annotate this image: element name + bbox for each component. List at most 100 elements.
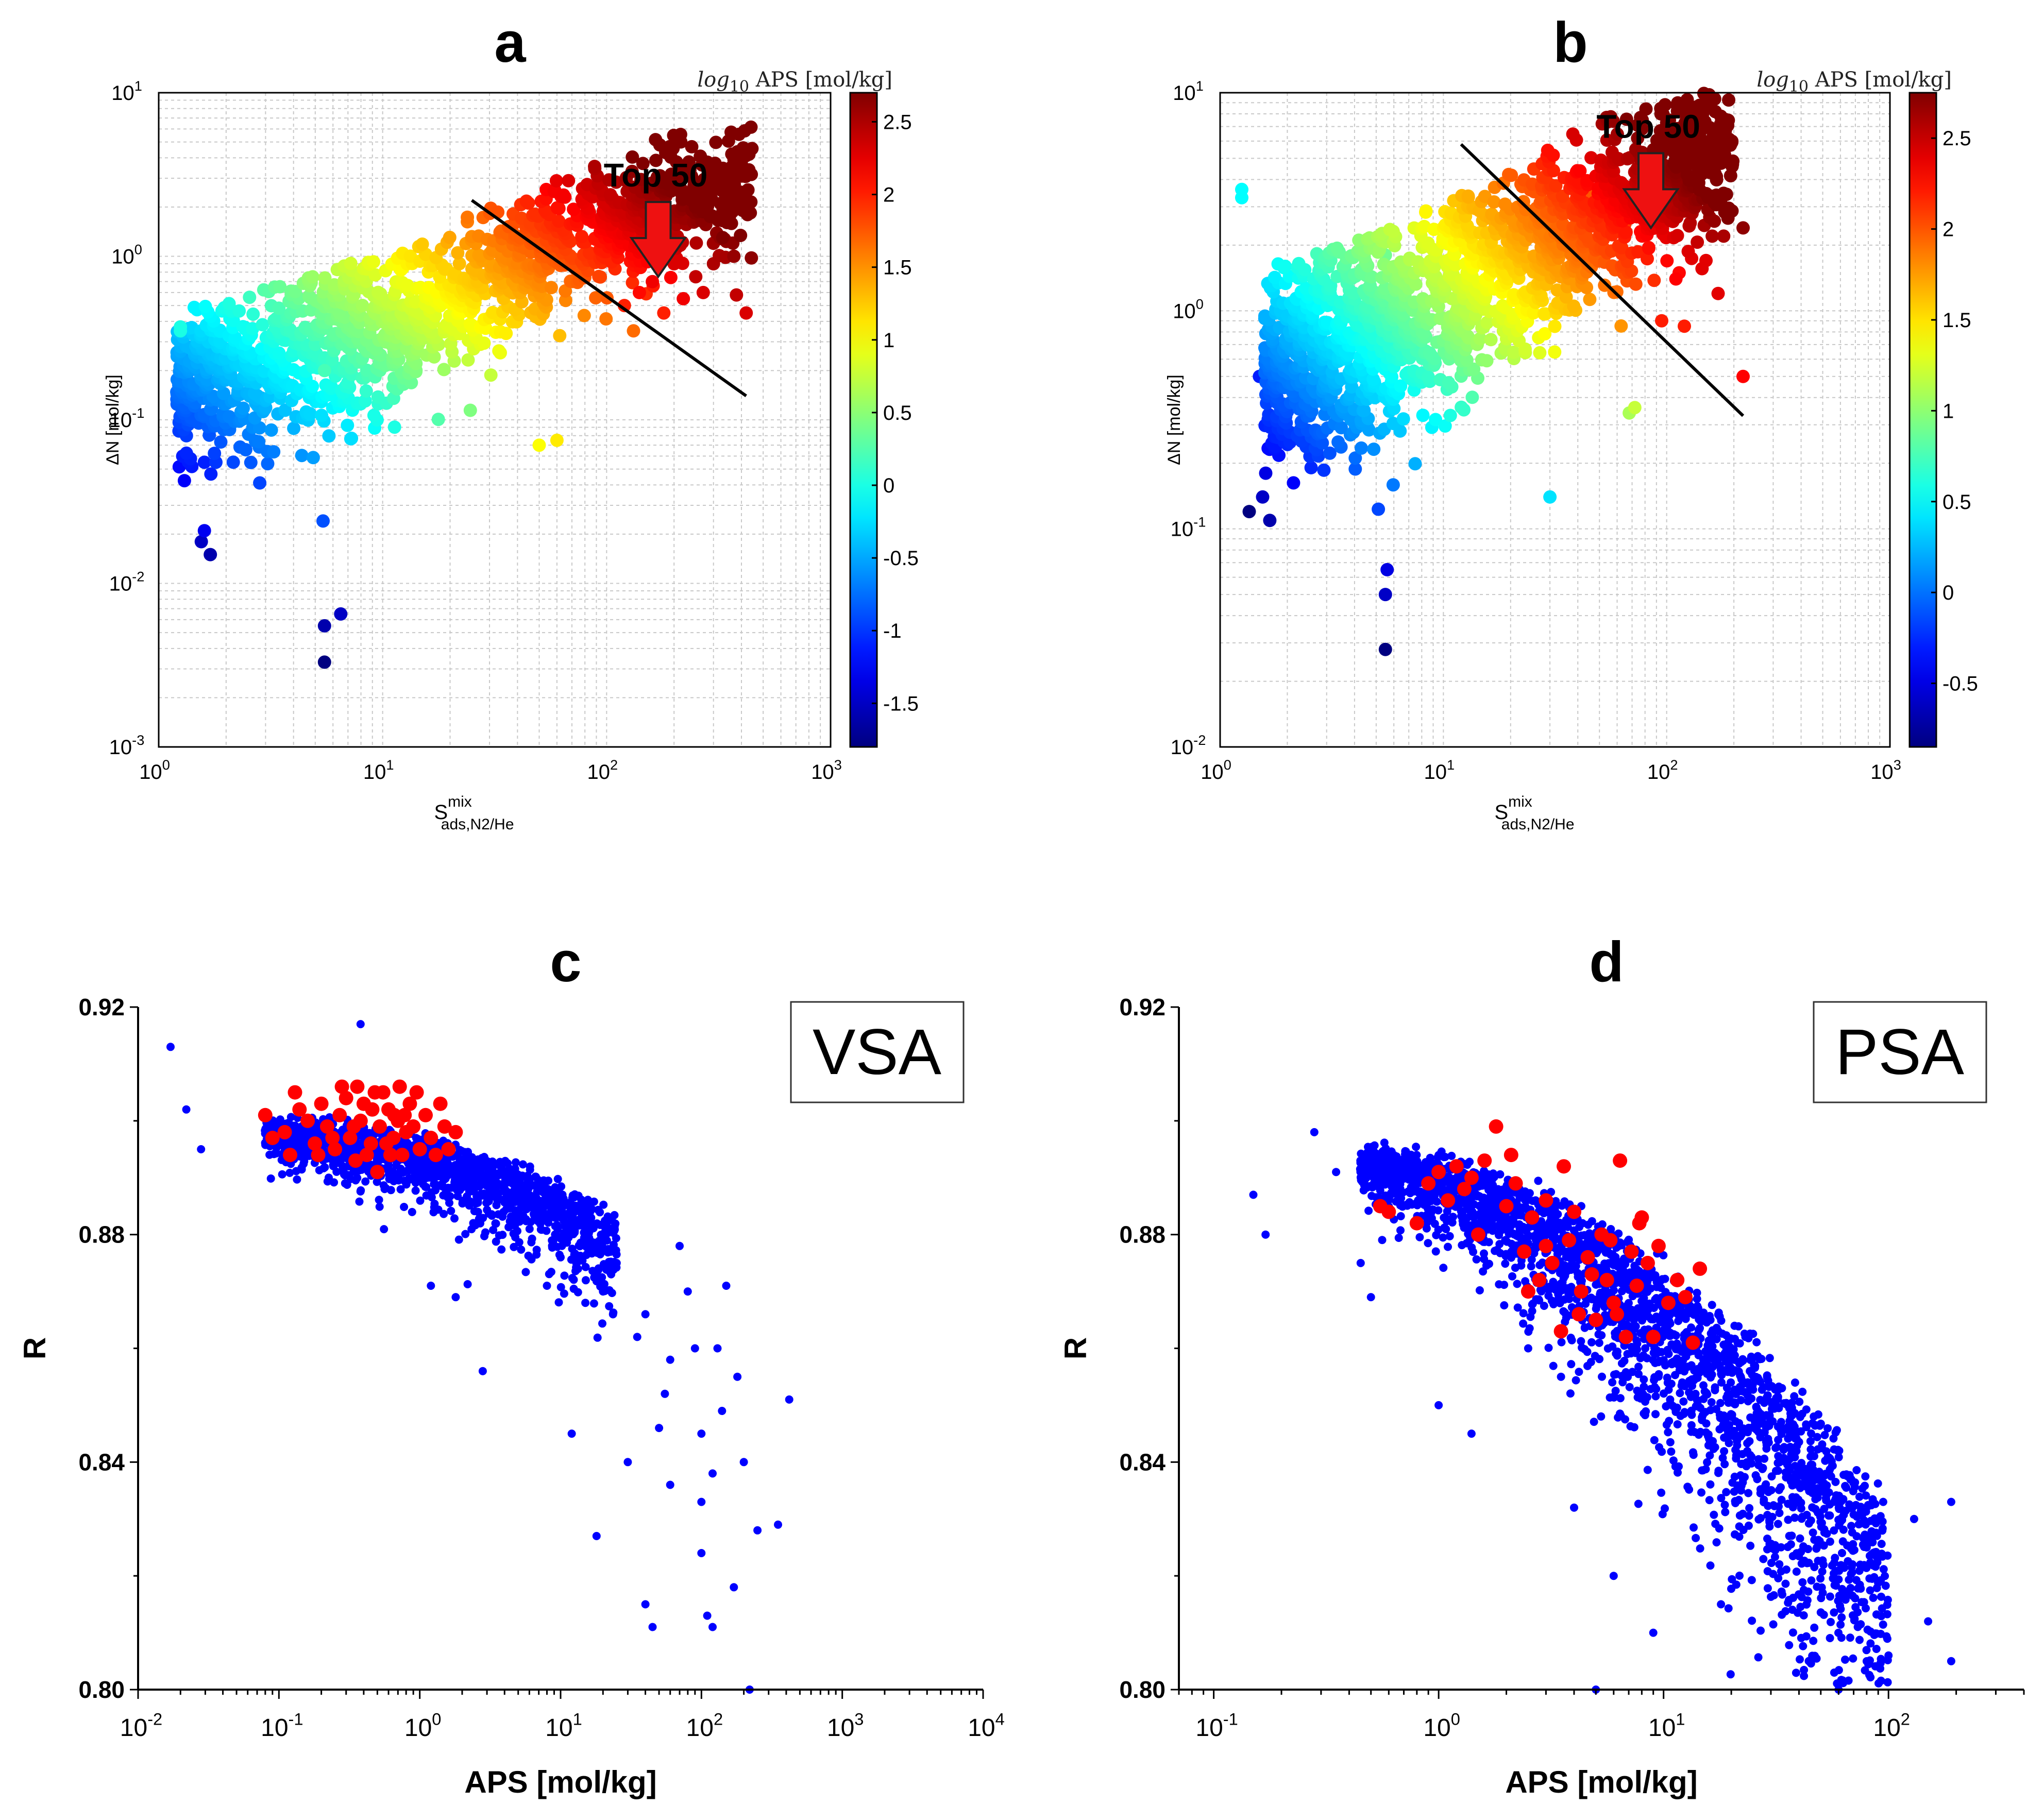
data-point bbox=[1355, 441, 1368, 455]
data-point bbox=[417, 1174, 426, 1183]
data-point bbox=[589, 291, 603, 305]
data-point bbox=[1566, 127, 1580, 141]
y-tick-base: 10 bbox=[1171, 518, 1194, 541]
data-point bbox=[299, 1133, 308, 1142]
data-point bbox=[272, 346, 286, 360]
data-point bbox=[317, 619, 331, 633]
data-point bbox=[561, 1199, 570, 1207]
y-tick-exp: 1 bbox=[1196, 78, 1204, 94]
data-point bbox=[689, 236, 703, 250]
data-point bbox=[559, 294, 572, 308]
data-point bbox=[568, 1191, 577, 1200]
data-point bbox=[1263, 514, 1277, 527]
data-point bbox=[1546, 148, 1560, 162]
data-point bbox=[527, 1238, 536, 1247]
data-point bbox=[544, 281, 558, 295]
data-point bbox=[774, 1520, 782, 1529]
data-point bbox=[394, 1176, 403, 1185]
data-point bbox=[293, 1175, 301, 1184]
data-point bbox=[785, 1395, 793, 1404]
data-point bbox=[610, 1211, 619, 1219]
data-point bbox=[422, 1183, 431, 1191]
x-tick-exp: 1 bbox=[386, 757, 394, 773]
data-point bbox=[664, 270, 678, 284]
data-point bbox=[523, 1171, 532, 1180]
data-point bbox=[471, 1221, 480, 1230]
data-point bbox=[492, 1173, 500, 1182]
data-point bbox=[317, 655, 331, 669]
data-point bbox=[1461, 189, 1475, 203]
data-point bbox=[367, 255, 380, 269]
data-point bbox=[1736, 369, 1750, 383]
data-point bbox=[1487, 195, 1501, 209]
data-point bbox=[1583, 293, 1597, 306]
data-point bbox=[550, 433, 564, 447]
data-point bbox=[745, 142, 759, 156]
data-point bbox=[451, 1293, 460, 1302]
data-point bbox=[685, 140, 699, 154]
data-point bbox=[562, 174, 576, 188]
data-point bbox=[627, 324, 640, 338]
data-point bbox=[272, 301, 286, 315]
data-point bbox=[641, 1310, 650, 1319]
data-point bbox=[437, 363, 451, 377]
data-point bbox=[1416, 408, 1430, 422]
data-point bbox=[433, 1182, 442, 1191]
x-tick-exp: 3 bbox=[1894, 757, 1901, 773]
data-point bbox=[430, 1199, 439, 1208]
data-point bbox=[437, 1163, 446, 1171]
x-tick-exp: 1 bbox=[1447, 757, 1455, 773]
colorbar-tick-label: -0.5 bbox=[1942, 673, 1978, 695]
x-tick-exp: 2 bbox=[610, 757, 618, 773]
data-point bbox=[567, 1429, 576, 1438]
data-point bbox=[517, 1245, 526, 1254]
data-point bbox=[1736, 221, 1750, 235]
colorbar-title-rest: APS [mol/kg] bbox=[749, 68, 892, 92]
data-point bbox=[582, 1251, 590, 1259]
data-point bbox=[179, 446, 193, 460]
colorbar-tick-label: -0.5 bbox=[883, 547, 919, 570]
data-point bbox=[396, 1164, 405, 1173]
data-point bbox=[589, 1197, 598, 1206]
colorbar-tick-label: -1.5 bbox=[883, 692, 919, 715]
colorbar-tick-label: 1.5 bbox=[883, 257, 912, 279]
y-tick-exp: -1 bbox=[132, 405, 144, 421]
colorbar-tick-label: 0 bbox=[1942, 582, 1954, 604]
data-point bbox=[551, 1183, 560, 1191]
data-point bbox=[535, 1197, 544, 1206]
data-point bbox=[283, 323, 297, 337]
data-point bbox=[512, 1210, 521, 1218]
data-point bbox=[278, 1170, 286, 1179]
data-point bbox=[204, 548, 217, 561]
data-point bbox=[1655, 314, 1668, 328]
data-point bbox=[598, 1319, 606, 1328]
data-point bbox=[1278, 260, 1292, 273]
data-point bbox=[1317, 463, 1331, 477]
top50-point bbox=[314, 1096, 329, 1111]
data-point bbox=[511, 1158, 520, 1167]
data-point bbox=[1419, 204, 1433, 218]
data-point bbox=[400, 1203, 409, 1211]
data-point bbox=[427, 1282, 435, 1290]
data-point bbox=[278, 403, 292, 417]
data-point bbox=[463, 1280, 472, 1288]
data-point bbox=[499, 327, 513, 340]
data-point bbox=[532, 1172, 540, 1181]
y-tick-base: 10 bbox=[111, 246, 134, 268]
data-point bbox=[1610, 285, 1624, 299]
x-tick-base: 10 bbox=[811, 761, 834, 784]
data-point bbox=[440, 1210, 448, 1218]
panel-label: b bbox=[1553, 11, 1587, 74]
data-point bbox=[246, 307, 260, 321]
data-point bbox=[1619, 225, 1633, 239]
data-point bbox=[559, 1232, 567, 1241]
data-point bbox=[344, 257, 358, 270]
data-point bbox=[486, 305, 500, 319]
data-point bbox=[1256, 490, 1270, 504]
x-label-sup: mix bbox=[1508, 793, 1532, 810]
data-point bbox=[666, 1480, 674, 1489]
data-point bbox=[533, 1187, 542, 1196]
data-point bbox=[273, 280, 287, 294]
data-point bbox=[197, 455, 211, 469]
data-point bbox=[552, 201, 566, 215]
